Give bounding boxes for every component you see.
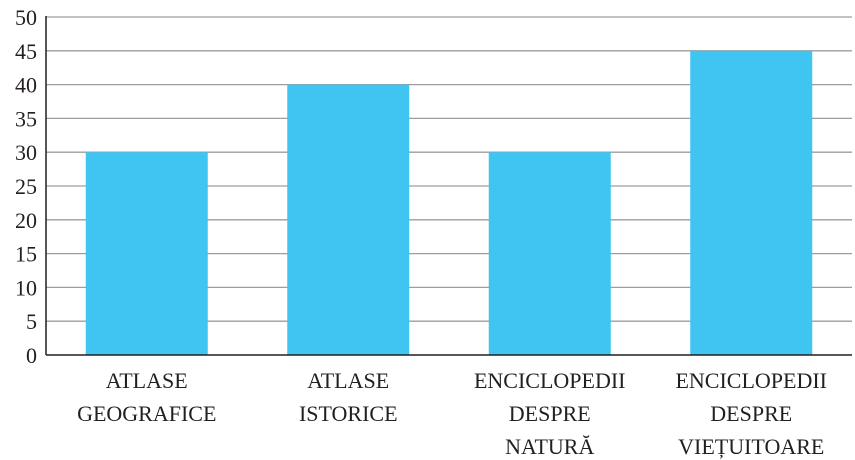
x-category-label: ENCICLOPEDII DESPRE VIEȚUITOARE [675,368,827,459]
x-category-label-line: ENCICLOPEDII [675,368,827,393]
x-category-labels: ATLASE GEOGRAFICE ATLASE ISTORICE ENCICLOPED… [77,368,827,459]
x-category-label: ATLASE ISTORICE [299,368,398,426]
x-category-label-line: DESPRE [509,401,591,426]
x-category-label-line: ATLASE [307,368,389,393]
y-tick-label: 30 [15,140,37,165]
x-category-label-line: NATURĂ [505,434,594,459]
x-category-label-line: GEOGRAFICE [77,401,216,426]
x-category-label: ENCICLOPEDII DESPRE NATURĂ [474,368,626,459]
bar [85,152,208,355]
x-category-label-line: ISTORICE [299,401,398,426]
y-tick-label: 0 [26,343,37,368]
x-category-label-line: ENCICLOPEDII [474,368,626,393]
bar [690,50,813,356]
y-tick-label: 10 [15,275,37,300]
bars [85,50,813,356]
bar [488,152,611,355]
y-tick-label: 35 [15,106,37,131]
y-tick-label: 40 [15,73,37,98]
y-tick-label: 25 [15,174,37,199]
y-tick-label: 15 [15,242,37,267]
x-category-label: ATLASE GEOGRAFICE [77,368,216,426]
y-tick-label: 50 [15,5,37,30]
y-tick-label: 45 [15,39,37,64]
bar [287,84,410,355]
x-category-label-line: ATLASE [106,368,188,393]
y-tick-labels: 0 5 10 15 20 25 30 35 40 45 50 [15,5,37,368]
axes [45,16,852,356]
y-tick-label: 20 [15,208,37,233]
x-category-label-line: DESPRE [710,401,792,426]
x-category-label-line: VIEȚUITOARE [678,434,824,459]
y-tick-label: 5 [26,309,37,334]
